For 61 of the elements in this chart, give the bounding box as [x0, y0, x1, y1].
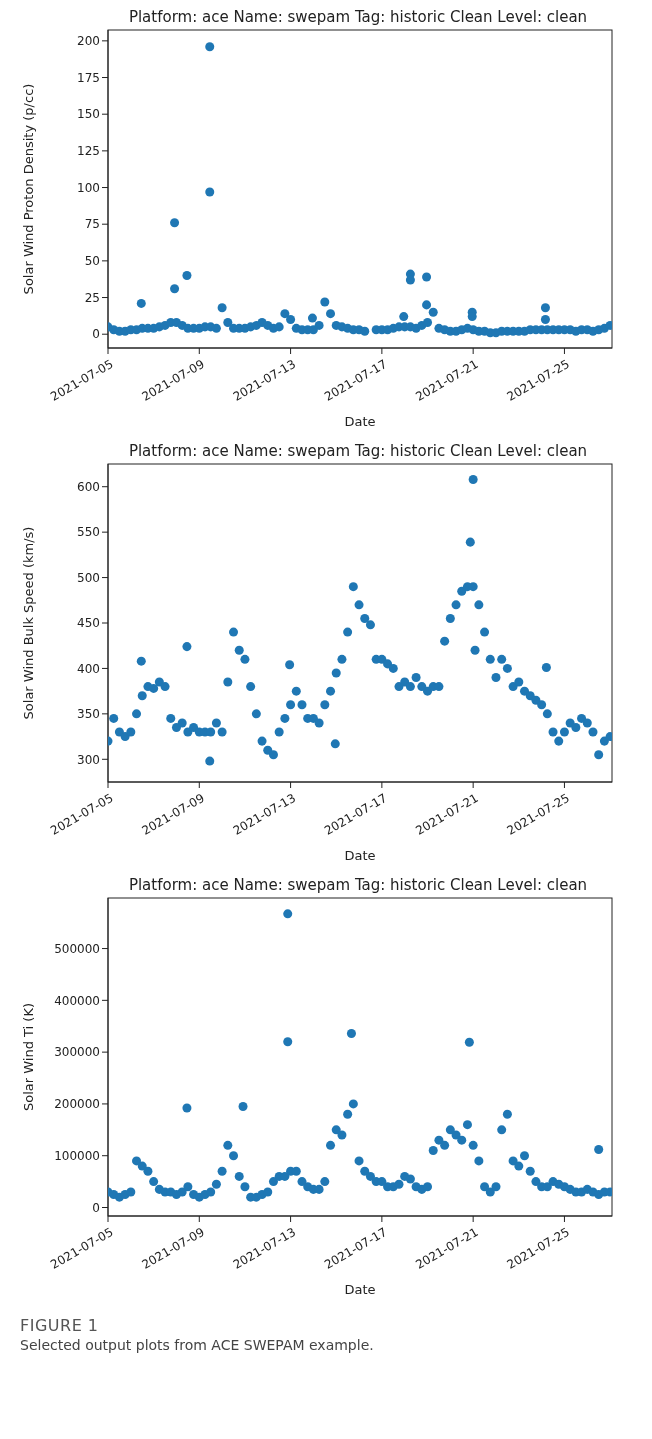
point: [170, 218, 180, 228]
point: [182, 642, 192, 652]
point: [541, 663, 551, 673]
point: [182, 271, 192, 281]
point: [330, 739, 340, 749]
text: Selected output plots from ACE SWEPAM example.: [20, 1337, 375, 1353]
point: [283, 1037, 293, 1047]
point: [205, 187, 215, 197]
point: [468, 474, 478, 484]
y-tick-label: 0: [92, 327, 100, 342]
y-tick-label: 500000: [54, 941, 100, 956]
y-tick-label: 25: [84, 290, 100, 305]
point: [283, 909, 293, 919]
point: [170, 284, 180, 294]
point: [399, 312, 409, 322]
point: [422, 300, 432, 310]
point: [540, 315, 550, 325]
y-tick-label: 450: [77, 616, 100, 631]
point: [422, 272, 432, 282]
point: [346, 1028, 356, 1038]
point: [136, 298, 146, 308]
point: [465, 537, 475, 547]
point: [540, 303, 550, 313]
caption: FIGURE 1: [20, 1316, 100, 1335]
y-tick-label: 75: [84, 217, 100, 232]
point: [464, 1037, 474, 1047]
chart-title: Platform: ace Name: swepam Tag: historic Clean Level: clean: [127, 8, 589, 26]
y-tick-label: 175: [77, 70, 100, 85]
y-tick-label: 150: [77, 107, 100, 122]
x-axis-title: Date: [344, 848, 376, 863]
y-tick-label: 100000: [54, 1148, 100, 1163]
x-axis-title: Date: [344, 414, 376, 429]
point: [307, 313, 317, 323]
point: [205, 42, 215, 52]
y-axis-title: Solar Wind Bulk Speed (km/s): [20, 526, 36, 720]
y-tick-label: 125: [77, 144, 100, 159]
chart-title: Platform: ace Name: swepam Tag: historic Clean Level: clean: [127, 442, 589, 460]
y-axis-title: Solar Wind Ti (K): [20, 1002, 36, 1112]
y-tick-label: 300: [77, 752, 100, 767]
point: [205, 756, 215, 766]
point: [470, 645, 480, 655]
point: [136, 656, 146, 666]
y-tick-label: 350: [77, 707, 100, 722]
y-tick-label: 600: [77, 479, 100, 494]
chart-title: Platform: ace Name: swepam Tag: historic Clean Level: clean: [127, 876, 589, 894]
y-tick-label: 100: [77, 180, 100, 195]
y-tick-label: 200: [77, 34, 100, 49]
x-axis-title: Date: [344, 1282, 376, 1297]
y-axis-title: Solar Wind Proton Density (p/cc): [20, 83, 36, 295]
y-tick-label: 50: [84, 254, 100, 269]
y-tick-label: 200000: [54, 1097, 100, 1112]
y-tick-label: 0: [92, 1200, 100, 1215]
y-tick-label: 500: [77, 570, 100, 585]
point: [285, 660, 295, 670]
y-tick-label: 550: [77, 525, 100, 540]
y-tick-label: 300000: [54, 1045, 100, 1060]
point: [238, 1102, 248, 1112]
y-tick-label: 400000: [54, 993, 100, 1008]
point: [594, 1144, 604, 1154]
y-tick-label: 400: [77, 661, 100, 676]
point: [182, 1103, 192, 1113]
